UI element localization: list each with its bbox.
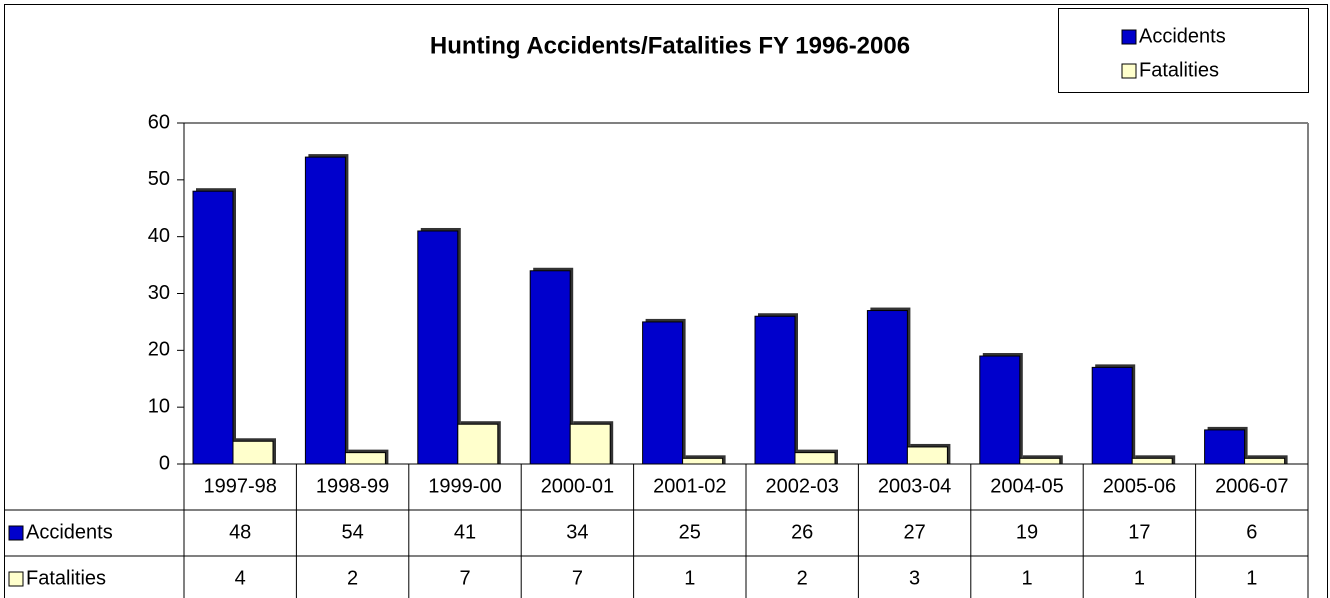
y-tick-label: 60 — [148, 111, 170, 133]
x-tick-label: 2006-07 — [1215, 475, 1288, 497]
x-tick-label: 2005-06 — [1103, 475, 1176, 497]
table-value: 27 — [903, 521, 925, 543]
x-tick-label: 2004-05 — [990, 475, 1063, 497]
bar — [192, 190, 234, 465]
bar — [1091, 366, 1133, 465]
table-value: 7 — [459, 567, 470, 589]
y-tick-label: 10 — [148, 395, 170, 417]
table-value: 1 — [1246, 567, 1257, 589]
table-value: 17 — [1128, 521, 1150, 543]
bar — [1244, 457, 1286, 465]
x-tick-label: 2000-01 — [541, 475, 614, 497]
table-value: 6 — [1246, 521, 1257, 543]
bar — [529, 270, 571, 465]
y-tick-label: 0 — [159, 452, 170, 474]
table-value: 1 — [684, 567, 695, 589]
table-row-label: Accidents — [26, 521, 113, 543]
table-value: 54 — [341, 521, 363, 543]
table-value: 2 — [797, 567, 808, 589]
bar — [979, 355, 1021, 465]
y-tick-label: 20 — [148, 339, 170, 361]
legend-key — [1121, 29, 1137, 45]
x-tick-label: 1998-99 — [316, 475, 389, 497]
x-tick-label: 1999-00 — [428, 475, 501, 497]
table-value: 34 — [566, 521, 588, 543]
table-value: 1 — [1021, 567, 1032, 589]
y-tick-label: 30 — [148, 282, 170, 304]
legend-box — [1058, 8, 1309, 93]
legend-label: Accidents — [1139, 25, 1226, 47]
bar — [232, 440, 274, 465]
y-tick-label: 40 — [148, 225, 170, 247]
bar — [457, 423, 499, 465]
x-tick-label: 2003-04 — [878, 475, 951, 497]
bar — [569, 423, 611, 465]
x-tick-label: 2002-03 — [765, 475, 838, 497]
x-tick-label: 1997-98 — [203, 475, 276, 497]
table-value: 25 — [679, 521, 701, 543]
bar — [1204, 429, 1246, 465]
bar — [866, 310, 908, 465]
table-value: 19 — [1016, 521, 1038, 543]
bar — [417, 230, 459, 465]
bar — [754, 315, 796, 465]
table-value: 41 — [454, 521, 476, 543]
y-tick-label: 50 — [148, 168, 170, 190]
table-legend-key — [8, 571, 24, 587]
bar — [906, 446, 948, 465]
table-value: 3 — [909, 567, 920, 589]
legend-label: Fatalities — [1139, 59, 1219, 81]
table-value: 4 — [235, 567, 246, 589]
bar — [642, 321, 684, 465]
chart-title: Hunting Accidents/Fatalities FY 1996-200… — [430, 32, 910, 59]
table-value: 2 — [347, 567, 358, 589]
bar — [682, 457, 724, 465]
table-legend-key — [8, 525, 24, 541]
x-tick-label: 2001-02 — [653, 475, 726, 497]
bar — [1131, 457, 1173, 465]
table-value: 1 — [1134, 567, 1145, 589]
bar — [344, 452, 386, 465]
table-value: 7 — [572, 567, 583, 589]
legend-key — [1121, 63, 1137, 79]
bar — [304, 156, 346, 465]
bar — [794, 452, 836, 465]
table-value: 48 — [229, 521, 251, 543]
table-row-label: Fatalities — [26, 567, 106, 589]
bar — [1019, 457, 1061, 465]
table-value: 26 — [791, 521, 813, 543]
